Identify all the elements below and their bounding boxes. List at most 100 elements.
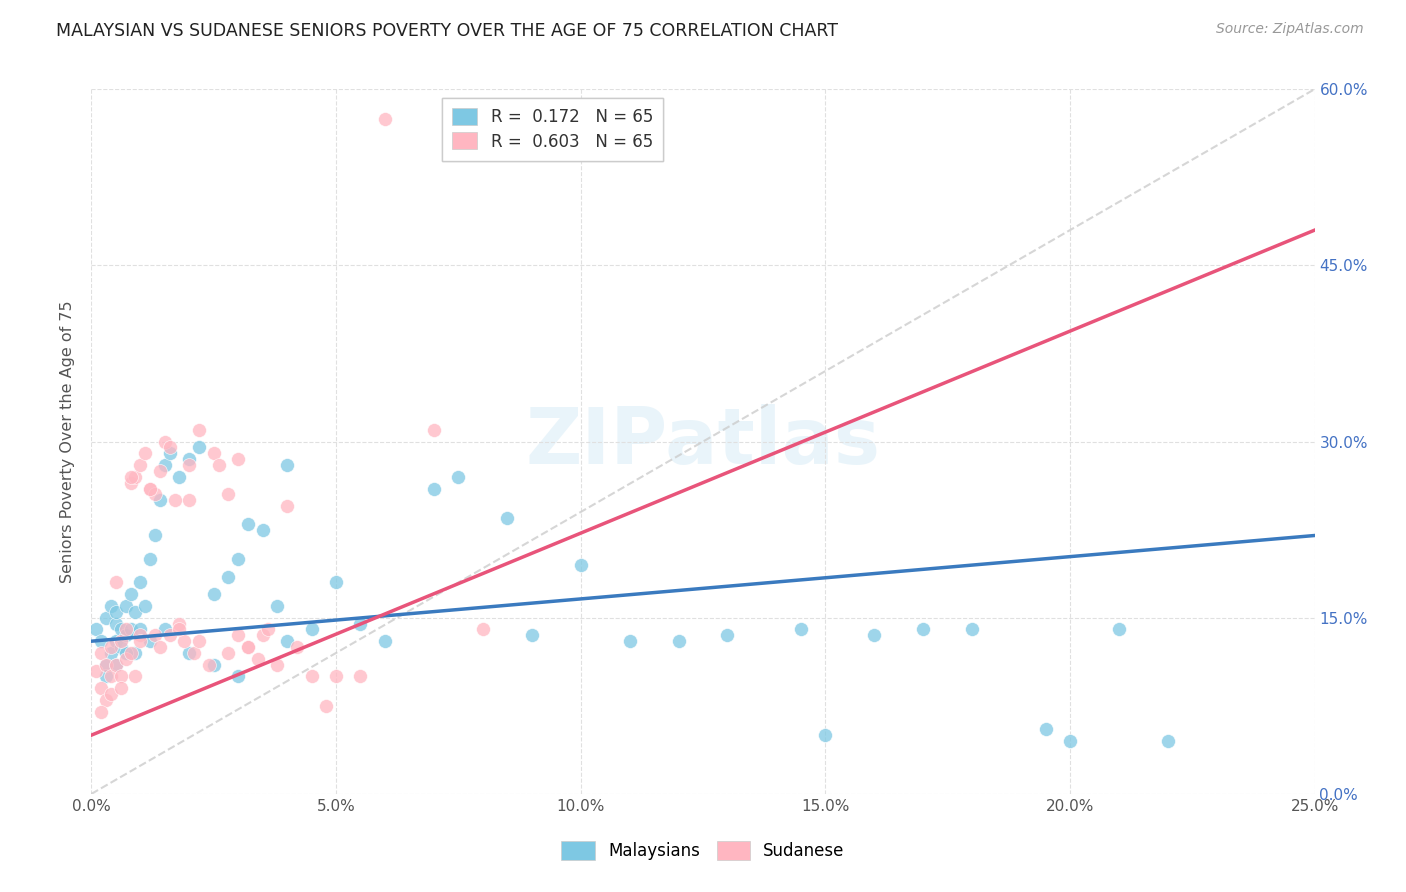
Point <box>134 599 156 613</box>
Point <box>169 616 191 631</box>
Point <box>325 669 347 683</box>
Point <box>94 669 117 683</box>
Point <box>94 657 117 672</box>
Point <box>1157 734 1180 748</box>
Point <box>153 623 176 637</box>
Point <box>153 458 176 472</box>
Point <box>374 634 396 648</box>
Point <box>159 446 181 460</box>
Point <box>100 669 122 683</box>
Point <box>84 623 107 637</box>
Text: Source: ZipAtlas.com: Source: ZipAtlas.com <box>1216 22 1364 37</box>
Point <box>143 487 166 501</box>
Point <box>143 628 166 642</box>
Point <box>100 640 122 654</box>
Point <box>217 646 239 660</box>
Point <box>236 640 259 654</box>
Point <box>124 669 146 683</box>
Point <box>179 493 201 508</box>
Point <box>110 669 132 683</box>
Point <box>716 628 738 642</box>
Point <box>104 657 127 672</box>
Point <box>790 623 813 637</box>
Point <box>104 575 127 590</box>
Point <box>520 628 543 642</box>
Point <box>423 482 446 496</box>
Point <box>668 634 690 648</box>
Point <box>276 499 298 513</box>
Point <box>226 669 249 683</box>
Point <box>159 628 181 642</box>
Point <box>226 552 249 566</box>
Point <box>124 646 146 660</box>
Point <box>104 634 127 648</box>
Point <box>569 558 592 572</box>
Point <box>301 669 323 683</box>
Point <box>114 628 136 642</box>
Point <box>276 634 298 648</box>
Point <box>349 669 371 683</box>
Point <box>139 482 162 496</box>
Point <box>110 623 132 637</box>
Point <box>100 599 122 613</box>
Point <box>374 112 396 126</box>
Point <box>120 587 142 601</box>
Point <box>202 587 225 601</box>
Point <box>256 623 278 637</box>
Point <box>149 464 172 478</box>
Text: ZIPatlas: ZIPatlas <box>526 403 880 480</box>
Point <box>90 705 112 719</box>
Point <box>100 687 122 701</box>
Point <box>94 693 117 707</box>
Point <box>110 640 132 654</box>
Point <box>169 623 191 637</box>
Point <box>471 623 494 637</box>
Point <box>110 634 132 648</box>
Point <box>315 698 337 713</box>
Point <box>325 575 347 590</box>
Y-axis label: Seniors Poverty Over the Age of 75: Seniors Poverty Over the Age of 75 <box>60 301 76 582</box>
Point <box>198 657 221 672</box>
Point <box>139 482 162 496</box>
Point <box>202 657 225 672</box>
Point <box>124 605 146 619</box>
Point <box>153 434 176 449</box>
Point <box>129 628 152 642</box>
Point <box>226 628 249 642</box>
Point <box>423 423 446 437</box>
Point <box>285 640 308 654</box>
Point <box>129 458 152 472</box>
Legend: Malaysians, Sudanese: Malaysians, Sudanese <box>555 834 851 867</box>
Point <box>114 623 136 637</box>
Point <box>252 523 274 537</box>
Point <box>149 640 172 654</box>
Point <box>94 610 117 624</box>
Point <box>447 469 470 483</box>
Point <box>246 652 269 666</box>
Point <box>104 605 127 619</box>
Point <box>266 599 288 613</box>
Point <box>114 646 136 660</box>
Point <box>1035 723 1057 737</box>
Point <box>90 646 112 660</box>
Point <box>814 728 837 742</box>
Point <box>226 452 249 467</box>
Point <box>217 487 239 501</box>
Point <box>124 469 146 483</box>
Point <box>120 469 142 483</box>
Point <box>173 634 195 648</box>
Point <box>236 516 259 531</box>
Point <box>169 469 191 483</box>
Point <box>120 623 142 637</box>
Point <box>120 646 142 660</box>
Point <box>202 446 225 460</box>
Point <box>159 441 181 455</box>
Point <box>912 623 935 637</box>
Point <box>129 575 152 590</box>
Point <box>139 634 162 648</box>
Point <box>90 681 112 696</box>
Point <box>179 646 201 660</box>
Point <box>619 634 641 648</box>
Point <box>188 423 211 437</box>
Point <box>207 458 229 472</box>
